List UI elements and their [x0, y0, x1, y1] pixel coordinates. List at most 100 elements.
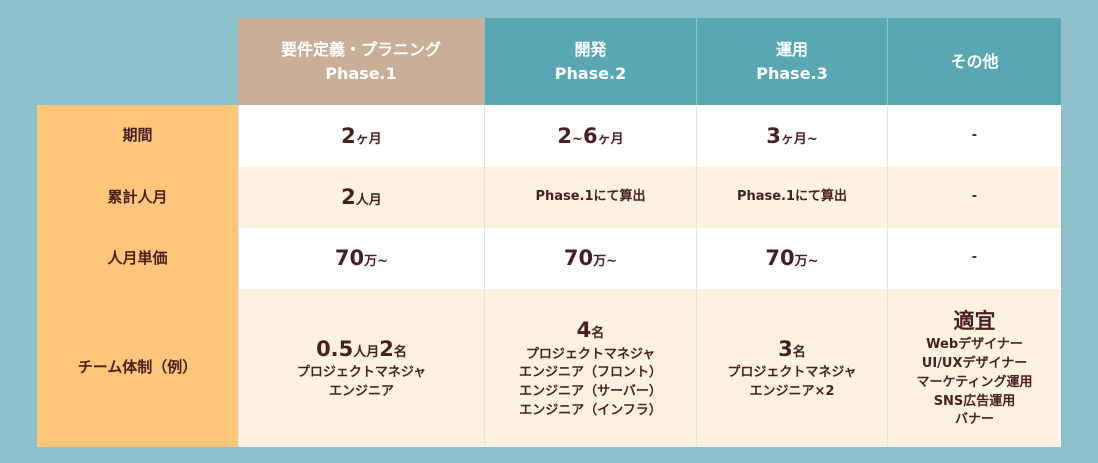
- cell: -: [887, 105, 1061, 167]
- cell-line: マーケティング運用: [917, 374, 1033, 393]
- cell-line: 0.5人月2名: [316, 334, 407, 364]
- cell-text: -: [971, 189, 978, 205]
- corner: [37, 18, 238, 105]
- cell-text: エンジニア（サーバー）: [519, 384, 662, 400]
- cell: 3名 プロジェクトマネジャ エンジニア×2: [696, 289, 887, 447]
- cell-line: 3ヶ月~: [766, 121, 818, 151]
- table: 要件定義・プラニング Phase.1 開発 Phase.2 運用 Phase.3 その他期間…: [37, 18, 1061, 447]
- cell: 70万~: [484, 228, 696, 289]
- column-title: 運用: [775, 39, 808, 59]
- emphasis-text: 2: [379, 336, 394, 361]
- cell-line: UI/UXデザイナー: [922, 355, 1027, 374]
- column-phase: Phase.1: [325, 63, 397, 83]
- cell-text: 万~: [593, 254, 618, 270]
- emphasis-text: 70: [563, 246, 594, 271]
- cell-text: 人月: [355, 193, 382, 209]
- emphasis-text: 70: [765, 246, 795, 271]
- row-label: 期間: [37, 105, 238, 167]
- cell: -: [887, 167, 1061, 228]
- cell-text: 名: [792, 344, 806, 360]
- cell: 3ヶ月~: [696, 105, 887, 167]
- column-header: 開発 Phase.2: [484, 18, 696, 105]
- cell-line: エンジニア: [329, 383, 394, 402]
- cell-text: Webデザイナー: [926, 337, 1023, 353]
- cell-line: 3名: [778, 334, 806, 364]
- cell: 70万~: [238, 228, 484, 289]
- column-phase: Phase.3: [756, 63, 828, 83]
- cell-line: エンジニア（インフラ）: [519, 402, 662, 421]
- cell-text: ~: [572, 131, 583, 147]
- column-header: 運用 Phase.3: [696, 18, 887, 105]
- cell-line: 2ヶ月: [341, 121, 382, 151]
- column-phase: Phase.2: [554, 63, 627, 83]
- cell-text: エンジニア: [328, 384, 394, 400]
- cell-line: Phase.1にて算出: [535, 188, 645, 207]
- cell-line: 70万~: [765, 243, 818, 273]
- cell-line: 70万~: [335, 243, 388, 273]
- cell-line: プロジェクトマネジャ: [727, 364, 856, 383]
- cell-line: 70万~: [564, 243, 617, 273]
- column-title: その他: [950, 51, 999, 71]
- cell-line: プロジェクトマネジャ: [297, 364, 426, 383]
- cell: -: [887, 228, 1061, 289]
- cell: Phase.1にて算出: [484, 167, 696, 228]
- cell-line: 2~6ヶ月: [557, 121, 623, 151]
- cell-text: バナー: [954, 412, 994, 428]
- cell: 適宜 Webデザイナー UI/UXデザイナー マーケティング運用 SNS広告運用 バナー: [887, 289, 1061, 447]
- cell-text: エンジニア（フロント）: [518, 365, 662, 381]
- cell-text: エンジニア（インフラ）: [519, 403, 662, 419]
- cell-line: Webデザイナー: [926, 336, 1023, 355]
- cell-text: ヶ月~: [780, 131, 818, 147]
- cell-line: 4名: [577, 315, 605, 345]
- cell: 70万~: [696, 228, 887, 289]
- cell-text: マーケティング運用: [916, 374, 1033, 390]
- cell-text: プロジェクトマネジャ: [727, 365, 857, 381]
- cell-line: エンジニア（サーバー）: [519, 383, 662, 402]
- cell-text: 人月: [353, 344, 380, 360]
- cell-text: -: [971, 127, 978, 143]
- cell-line: SNS広告運用: [934, 393, 1016, 412]
- column-title: 要件定義・プラニング: [280, 39, 441, 59]
- row-label-text: チーム体制（例）: [77, 358, 198, 377]
- cell-text: UI/UXデザイナー: [921, 355, 1028, 371]
- cell: Phase.1にて算出: [696, 167, 887, 228]
- column-title: 開発: [574, 39, 607, 59]
- row-label-text: 人月単価: [107, 248, 168, 267]
- cell-line: -: [972, 249, 977, 268]
- emphasis-text: 4: [576, 318, 592, 343]
- cell: 4名 プロジェクトマネジャ エンジニア（フロント） エンジニア（サーバー） エンジニア（…: [484, 289, 696, 447]
- column-header: その他: [887, 18, 1061, 105]
- cell-text: 万~: [794, 254, 819, 270]
- cell-text: SNS広告運用: [933, 393, 1016, 409]
- cell-line: Phase.1にて算出: [737, 188, 847, 207]
- cell: 2~6ヶ月: [484, 105, 696, 167]
- emphasis-text: 2: [557, 123, 573, 148]
- cell-line: バナー: [955, 411, 994, 430]
- cell-text: プロジェクトマネジャ: [296, 365, 427, 381]
- emphasis-text: 3: [766, 123, 781, 148]
- cell-text: -: [971, 250, 978, 266]
- emphasis-text: 0.5: [316, 336, 354, 361]
- column-header: 要件定義・プラニング Phase.1: [238, 18, 484, 105]
- emphasis-text: 3: [778, 336, 793, 361]
- emphasis-text: 2: [341, 123, 356, 148]
- cell: 2ヶ月: [238, 105, 484, 167]
- cell-text: 名: [393, 344, 407, 360]
- emphasis-text: 適宜: [953, 308, 996, 333]
- cell: 0.5人月2名 プロジェクトマネジャ エンジニア: [238, 289, 484, 447]
- cell-text: エンジニア×2: [749, 384, 835, 400]
- cell-text: ヶ月: [597, 131, 624, 147]
- cell-text: プロジェクトマネジャ: [525, 346, 656, 362]
- row-label-text: 期間: [122, 126, 153, 145]
- cell-text: 名: [591, 326, 605, 342]
- row-label: チーム体制（例）: [37, 289, 238, 447]
- row-label: 累計人月: [37, 167, 238, 228]
- cell: 2人月: [238, 167, 484, 228]
- cell-line: -: [972, 127, 977, 146]
- emphasis-text: 2: [341, 185, 356, 210]
- cell-text: Phase.1にて算出: [535, 189, 646, 205]
- cell-line: エンジニア（フロント）: [519, 364, 662, 383]
- cell-line: 2人月: [341, 182, 382, 212]
- cell-line: プロジェクトマネジャ: [526, 346, 655, 365]
